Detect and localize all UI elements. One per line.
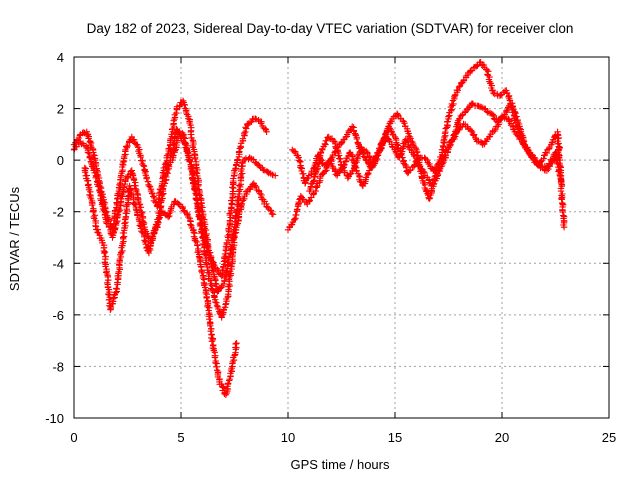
series-3 bbox=[81, 164, 240, 398]
y-tick-label: -8 bbox=[52, 359, 64, 374]
y-axis-label: SDTVAR / TECUs bbox=[7, 186, 22, 291]
x-tick-labels: 0 5 10 15 20 25 bbox=[70, 430, 616, 445]
y-tick-label: -4 bbox=[52, 256, 64, 271]
series-7 bbox=[306, 113, 563, 195]
x-tick-label: 5 bbox=[177, 430, 184, 445]
y-tick-label: 0 bbox=[57, 153, 64, 168]
y-tick-label: -6 bbox=[52, 308, 64, 323]
data-trace bbox=[307, 114, 563, 193]
y-tick-label: -2 bbox=[52, 205, 64, 220]
data-trace bbox=[81, 165, 240, 397]
data-point bbox=[426, 195, 433, 202]
x-tick-label: 15 bbox=[388, 430, 402, 445]
chart-title: Day 182 of 2023, Sidereal Day-to-day VTE… bbox=[87, 21, 574, 36]
y-tick-label: -10 bbox=[45, 411, 64, 426]
axis-ticks bbox=[73, 56, 610, 419]
x-tick-label: 25 bbox=[602, 430, 616, 445]
x-tick-label: 10 bbox=[281, 430, 295, 445]
x-tick-label: 0 bbox=[70, 430, 77, 445]
series-4 bbox=[169, 131, 279, 295]
y-tick-label: 4 bbox=[57, 50, 64, 65]
data-trace bbox=[169, 133, 276, 294]
data-points bbox=[70, 59, 568, 398]
y-tick-labels: -10 -8 -6 -4 -2 0 2 4 bbox=[45, 50, 64, 426]
x-tick-label: 20 bbox=[495, 430, 509, 445]
series-1 bbox=[70, 97, 270, 280]
y-tick-label: 2 bbox=[57, 102, 64, 117]
x-axis-label: GPS time / hours bbox=[291, 457, 390, 472]
plot-frame bbox=[73, 56, 610, 419]
